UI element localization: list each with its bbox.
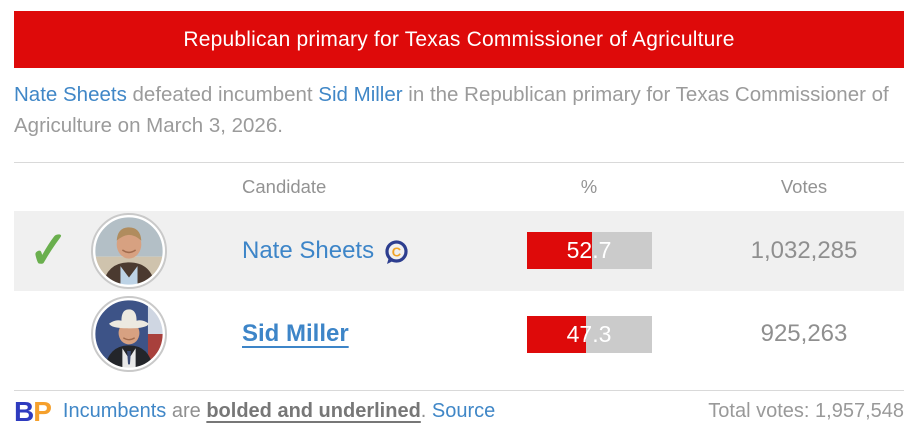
column-header-candidate: Candidate [242, 175, 327, 197]
logo-letter-b: B [14, 395, 34, 427]
percent-bar-nate-sheets: 52.7 [526, 232, 652, 269]
race-summary: Nate Sheets defeated incumbent Sid Mille… [14, 79, 904, 141]
logo-letter-p: P [33, 395, 52, 427]
race-title-banner: Republican primary for Texas Commissione… [14, 11, 904, 68]
percent-cell: 47.3 [474, 315, 704, 353]
percent-cell: 52.7 [474, 232, 704, 269]
race-title: Republican primary for Texas Commissione… [183, 27, 735, 51]
percent-value: 47.3 [566, 320, 612, 347]
photo-cell [84, 296, 174, 372]
votes-value: 1,032,285 [750, 236, 858, 264]
incumbent-note-period: . [420, 400, 432, 422]
percent-value: 52.7 [566, 237, 612, 263]
incumbent-note-are: are [166, 400, 207, 422]
source-link[interactable]: Source [431, 400, 496, 422]
summary-link-nate-sheets[interactable]: Nate Sheets [14, 83, 127, 106]
candidate-photo-nate-sheets [91, 212, 167, 289]
percent-bar-fill [526, 232, 593, 269]
table-row-sid-miller: Sid Miller 47.3 925,263 [14, 290, 904, 378]
divider-top [14, 161, 904, 163]
percent-bar-sid-miller: 47.3 [526, 315, 652, 353]
summary-text-1: defeated incumbent [126, 83, 319, 106]
candidate-name-cell: Sid Miller [174, 320, 474, 348]
total-votes-label: Total votes: [708, 400, 816, 422]
candidate-name-cell: Nate Sheets C [174, 235, 474, 266]
photo-cell [84, 212, 174, 289]
incumbent-note-bold-phrase: bolded and underlined [206, 400, 421, 422]
table-header-row: Candidate % Votes [14, 163, 904, 211]
winner-checkmark-icon: ✓ [29, 221, 69, 280]
svg-text:C: C [392, 244, 402, 259]
summary-text-2: in the Republican primary for Texas Comm… [14, 83, 889, 137]
candidate-link-sid-miller[interactable]: Sid Miller [242, 320, 349, 347]
results-table: Candidate % Votes ✓ [14, 163, 904, 378]
summary-link-sid-miller[interactable]: Sid Miller [318, 83, 403, 106]
ballotpedia-logo: BP [14, 395, 52, 427]
footer: BP Incumbents are bolded and underlined.… [14, 395, 904, 427]
column-header-votes: Votes [780, 175, 828, 197]
candidate-connection-icon[interactable]: C [383, 239, 410, 266]
votes-value: 925,263 [760, 320, 848, 347]
percent-bar-fill [526, 315, 586, 353]
incumbent-note: Incumbents are bolded and underlined. So… [63, 400, 495, 423]
column-header-percent: % [580, 175, 598, 197]
total-votes: Total votes: 1,957,548 [708, 400, 904, 423]
incumbents-link[interactable]: Incumbents [62, 400, 167, 422]
winner-check-cell: ✓ [14, 225, 84, 277]
table-row-nate-sheets: ✓ Nate Shee [14, 210, 904, 291]
divider-bottom [14, 389, 904, 391]
candidate-photo-sid-miller [91, 296, 167, 372]
total-votes-value: 1,957,548 [815, 400, 904, 422]
candidate-link-nate-sheets[interactable]: Nate Sheets [242, 236, 375, 264]
